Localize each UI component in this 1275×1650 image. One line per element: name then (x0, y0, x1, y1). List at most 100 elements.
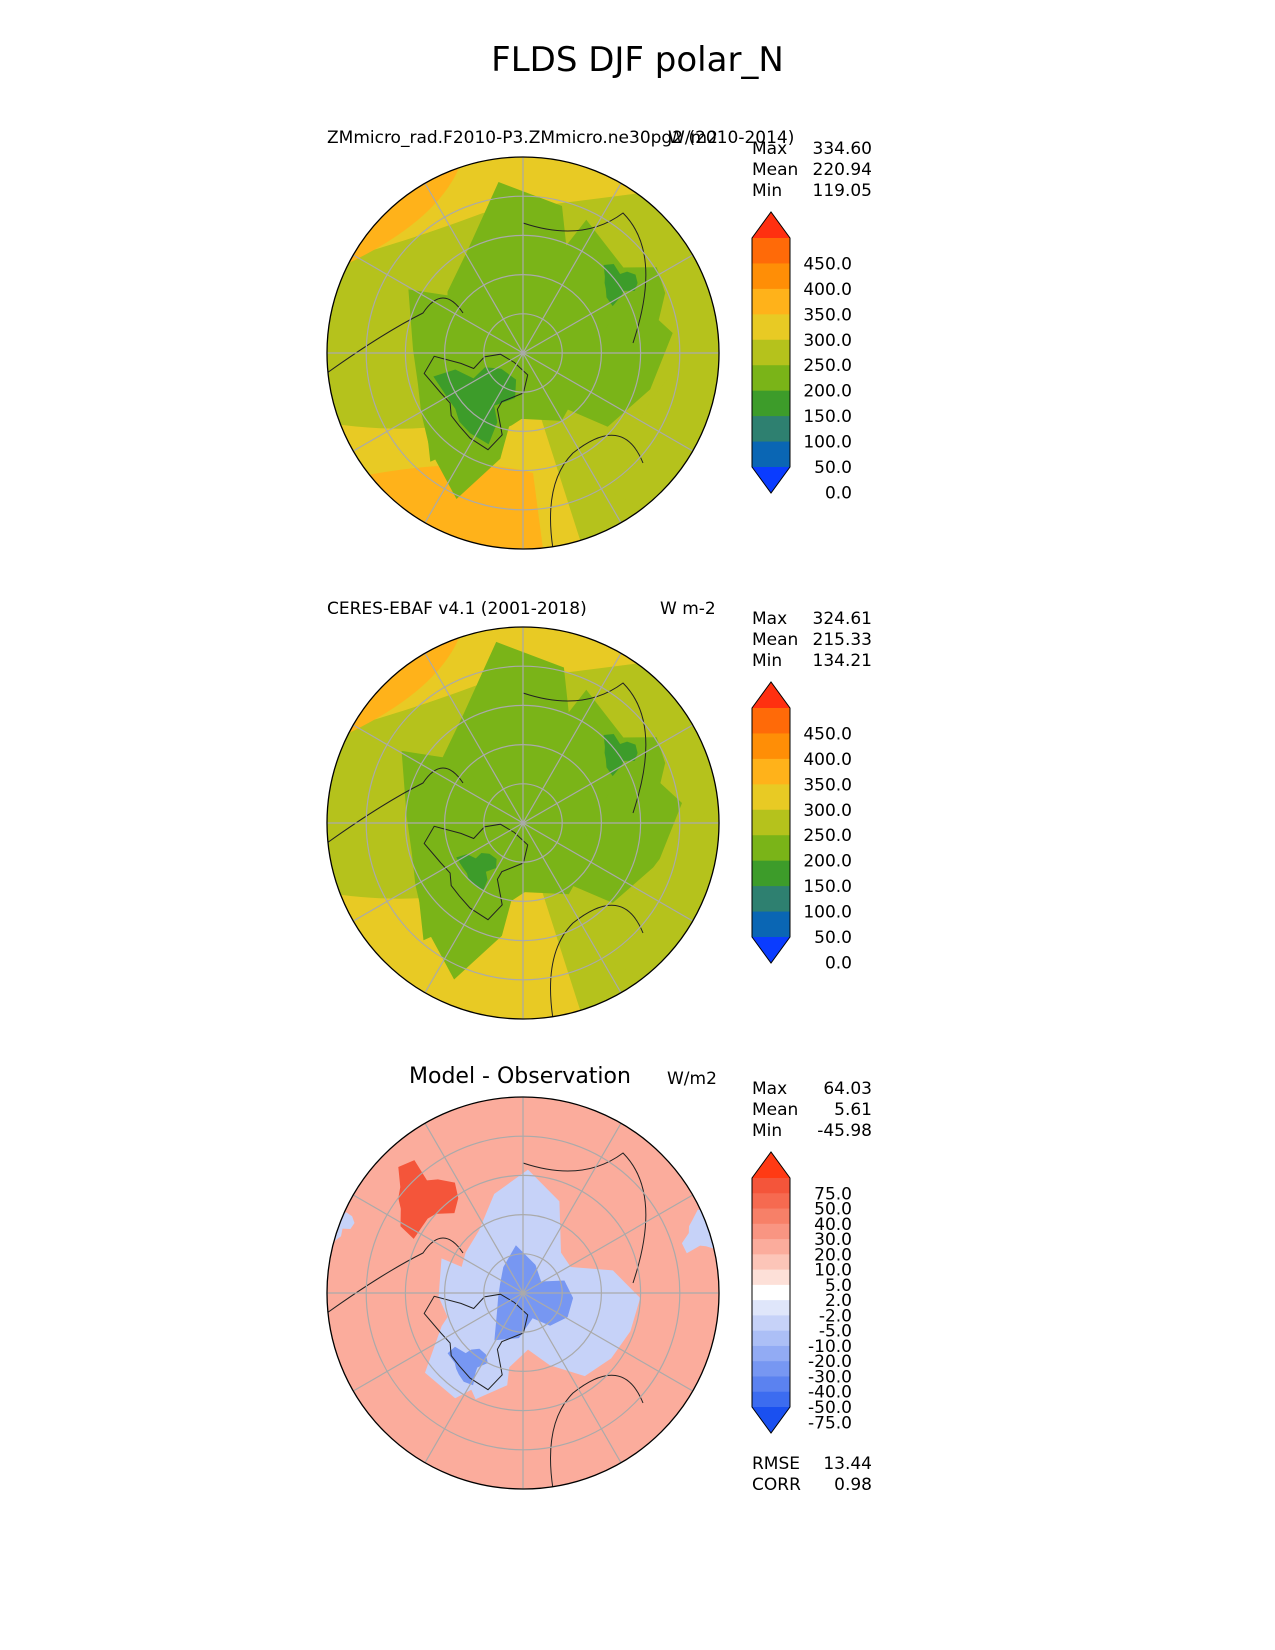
panel2-min-value: 134.21 (812, 651, 872, 671)
panel3-map (326, 1096, 720, 1490)
greenland-patch (456, 853, 497, 891)
colorbar-panel1-tick-label: 350.0 (803, 305, 852, 325)
north-america-coastline (327, 297, 464, 374)
colorbar-panel2-tick-label: 350.0 (803, 775, 852, 795)
colorbar-panel2-band-6 (752, 835, 790, 862)
colorbar-panel3-band-2 (752, 1193, 790, 1210)
greenland-coastline (423, 353, 529, 451)
panel2-map-coastlines (327, 682, 647, 1019)
colorbar-panel2: 450.0 400.0 350.0 300.0 250.0 200.0 150.0 100.0… (751, 681, 852, 973)
colorbar-panel1-tick-label: 250.0 (803, 356, 852, 376)
panel3-map-coastlines (327, 1152, 647, 1489)
meridian-line-6 (424, 652, 622, 994)
colorbar-panel1-tick-label: 150.0 (803, 407, 852, 427)
colorbar-panel3-tick-label: -30.0 (808, 1367, 852, 1387)
colorbar-panel1-extend-bottom (752, 467, 790, 493)
colorbar-panel2-band-4 (752, 784, 790, 811)
colorbar-panel3-outline (751, 1151, 791, 1434)
panel1-map (326, 156, 720, 550)
colorbar-panel2-tick-label: 50.0 (814, 928, 852, 948)
colorbar-panel3: 75.050.040.030.020.010.05.02.0-2.0-5.0-1… (751, 1151, 852, 1434)
colorbar-panel1-band-3 (752, 288, 790, 315)
colorbar-panel1-band-5 (752, 339, 790, 366)
siberia-patch (603, 734, 638, 777)
arctic-region-2 (401, 750, 592, 980)
panel2-left-title: CERES-EBAF v4.1 (2001-2018) (327, 599, 587, 619)
colorbar-panel1-tick-label: 200.0 (803, 382, 852, 402)
colorbar-panel2-band-7 (752, 860, 790, 887)
panel2-map-graticule (327, 627, 719, 1019)
panel3-max-label: Max (752, 1079, 788, 1099)
colorbar-panel3-band-4 (752, 1223, 790, 1240)
colorbar-panel3-tick-label: 50.0 (814, 1200, 852, 1220)
colorbar-panel2-tick-label: 300.0 (803, 801, 852, 821)
colorbar-panel3-band-11 (752, 1330, 790, 1347)
figure-title: FLDS DJF polar_N (491, 40, 784, 80)
panel3-map-border (326, 1096, 720, 1490)
colorbar-panel2-tick-label: 200.0 (803, 852, 852, 872)
panel3-units: W/m2 (667, 1069, 717, 1089)
colorbar-panel3-tick-label: -10.0 (808, 1337, 852, 1357)
panel1-map-border (326, 156, 720, 550)
colorbar-panel3-band-1 (752, 1178, 790, 1194)
colorbar-panel3-band-3 (752, 1208, 790, 1225)
colorbar-panel3-tick-label: 10.0 (814, 1261, 852, 1281)
corr-label: CORR (752, 1475, 801, 1495)
panel1-min-label: Min (752, 181, 783, 201)
colorbar-panel3-band-14 (752, 1376, 790, 1393)
asia-coastline (522, 1152, 647, 1284)
colorbar-panel3-tick-label: 75.0 (814, 1184, 852, 1204)
colorbar-panel3-band-12 (752, 1345, 790, 1362)
colorbar-panel1-tick-label: 0.0 (825, 483, 852, 503)
colorbar-panel2-tick-label: 450.0 (803, 724, 852, 744)
colorbar-panel2-tick-label: 0.0 (825, 953, 852, 973)
asia-coastline (522, 212, 647, 344)
colorbar-panel3-tick-label: 30.0 (814, 1230, 852, 1250)
colorbar-panel3-band-10 (752, 1315, 790, 1332)
greenland-coastline (423, 823, 529, 921)
colorbar-panel2-tick-label: 100.0 (803, 903, 852, 923)
greenland-coastline (423, 1293, 529, 1391)
colorbar-panel3-tick-label: 2.0 (825, 1291, 852, 1311)
panel1-left-title: ZMmicro_rad.F2010-P3.ZMmicro.ne30pg2 (20… (327, 128, 795, 148)
panel1-min-value: 119.05 (812, 181, 872, 201)
colorbar-panel1-extend-top (752, 212, 790, 238)
colorbar-panel3-extend-bottom (752, 1407, 790, 1433)
colorbar-panel3-extend-top (752, 1152, 790, 1178)
panel1-units: W/m2 (668, 128, 718, 148)
asia-coastline (522, 682, 647, 814)
colorbar-panel1-band-1 (752, 238, 790, 264)
panel1-stats: Max 334.60 Mean 220.94 Min 119.05 (752, 138, 872, 204)
colorbar-panel3-tick-label: -2.0 (819, 1306, 852, 1326)
colorbar-panel2-band-9 (752, 911, 790, 938)
panel1-mean-label: Mean (752, 160, 799, 180)
colorbar-panel2-extend-bottom (752, 937, 790, 963)
north-america-coastline (327, 1237, 464, 1314)
colorbar-panel2-band-2 (752, 733, 790, 760)
panel2-stats: Max 324.61 Mean 215.33 Min 134.21 (752, 608, 872, 674)
panel3-extra-stats: RMSE 13.44 CORR 0.98 (752, 1453, 872, 1497)
panel3-max-value: 64.03 (823, 1079, 872, 1099)
strong-positive-bias (398, 1160, 459, 1239)
colorbar-panel2-tick-label: 250.0 (803, 826, 852, 846)
colorbar-panel1-tick-label: 50.0 (814, 458, 852, 478)
europe-coastline (550, 1374, 644, 1489)
colorbar-panel3-tick-label: -5.0 (819, 1322, 852, 1342)
north-america-coastline (327, 767, 464, 844)
colorbar-panel1-tick-label: 100.0 (803, 433, 852, 453)
colorbar-panel3-band-9 (752, 1300, 790, 1316)
panel2-map-field (327, 627, 719, 1019)
colorbar-panel1: 450.0 400.0 350.0 300.0 250.0 200.0 150.0 100.0… (751, 211, 852, 503)
panel2-min-label: Min (752, 651, 783, 671)
colorbar-panel2-band-8 (752, 886, 790, 913)
panel2-map (326, 626, 720, 1020)
colorbar-panel3-tick-label: 5.0 (825, 1276, 852, 1296)
panel3-min-value: -45.98 (817, 1121, 872, 1141)
corr-value: 0.98 (834, 1475, 872, 1495)
panel2-mean-label: Mean (752, 630, 799, 650)
colorbar-panel3-band-13 (752, 1361, 790, 1377)
panel1-map-graticule (327, 157, 719, 549)
colorbar-panel1-band-9 (752, 441, 790, 468)
greenland-patch (433, 367, 517, 445)
